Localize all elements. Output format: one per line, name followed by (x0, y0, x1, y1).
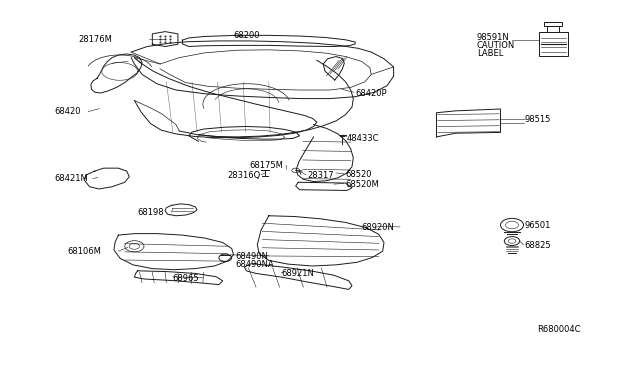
Text: 68421M: 68421M (54, 174, 88, 183)
Text: 68520M: 68520M (346, 180, 380, 189)
Text: 68965: 68965 (173, 274, 200, 283)
Text: 68198: 68198 (138, 208, 164, 217)
Text: 68920N: 68920N (362, 223, 394, 232)
Text: 96501: 96501 (525, 221, 551, 230)
Text: 68420P: 68420P (355, 89, 387, 98)
Text: 68175M: 68175M (250, 161, 284, 170)
Bar (539, 32, 568, 56)
Text: 68490N: 68490N (236, 252, 268, 261)
Text: 68106M: 68106M (67, 247, 101, 256)
Text: 68520: 68520 (346, 170, 372, 179)
Text: 68490NA: 68490NA (236, 260, 274, 269)
Text: CAUTION: CAUTION (477, 41, 515, 50)
Text: 68825: 68825 (525, 241, 552, 250)
Text: 68200: 68200 (234, 31, 260, 40)
Text: 68420: 68420 (54, 107, 81, 116)
Bar (547, 26, 559, 32)
Bar (544, 22, 562, 26)
Text: LABEL: LABEL (477, 49, 503, 58)
Text: 98515: 98515 (525, 115, 551, 124)
Text: 28176M: 28176M (78, 35, 112, 44)
Text: 28316Q: 28316Q (227, 171, 260, 180)
Text: 48433C: 48433C (347, 134, 380, 143)
Text: 68921N: 68921N (282, 269, 314, 278)
Text: 98591N: 98591N (477, 33, 509, 42)
Text: R680004C: R680004C (538, 325, 581, 334)
Text: 28317: 28317 (307, 171, 334, 180)
